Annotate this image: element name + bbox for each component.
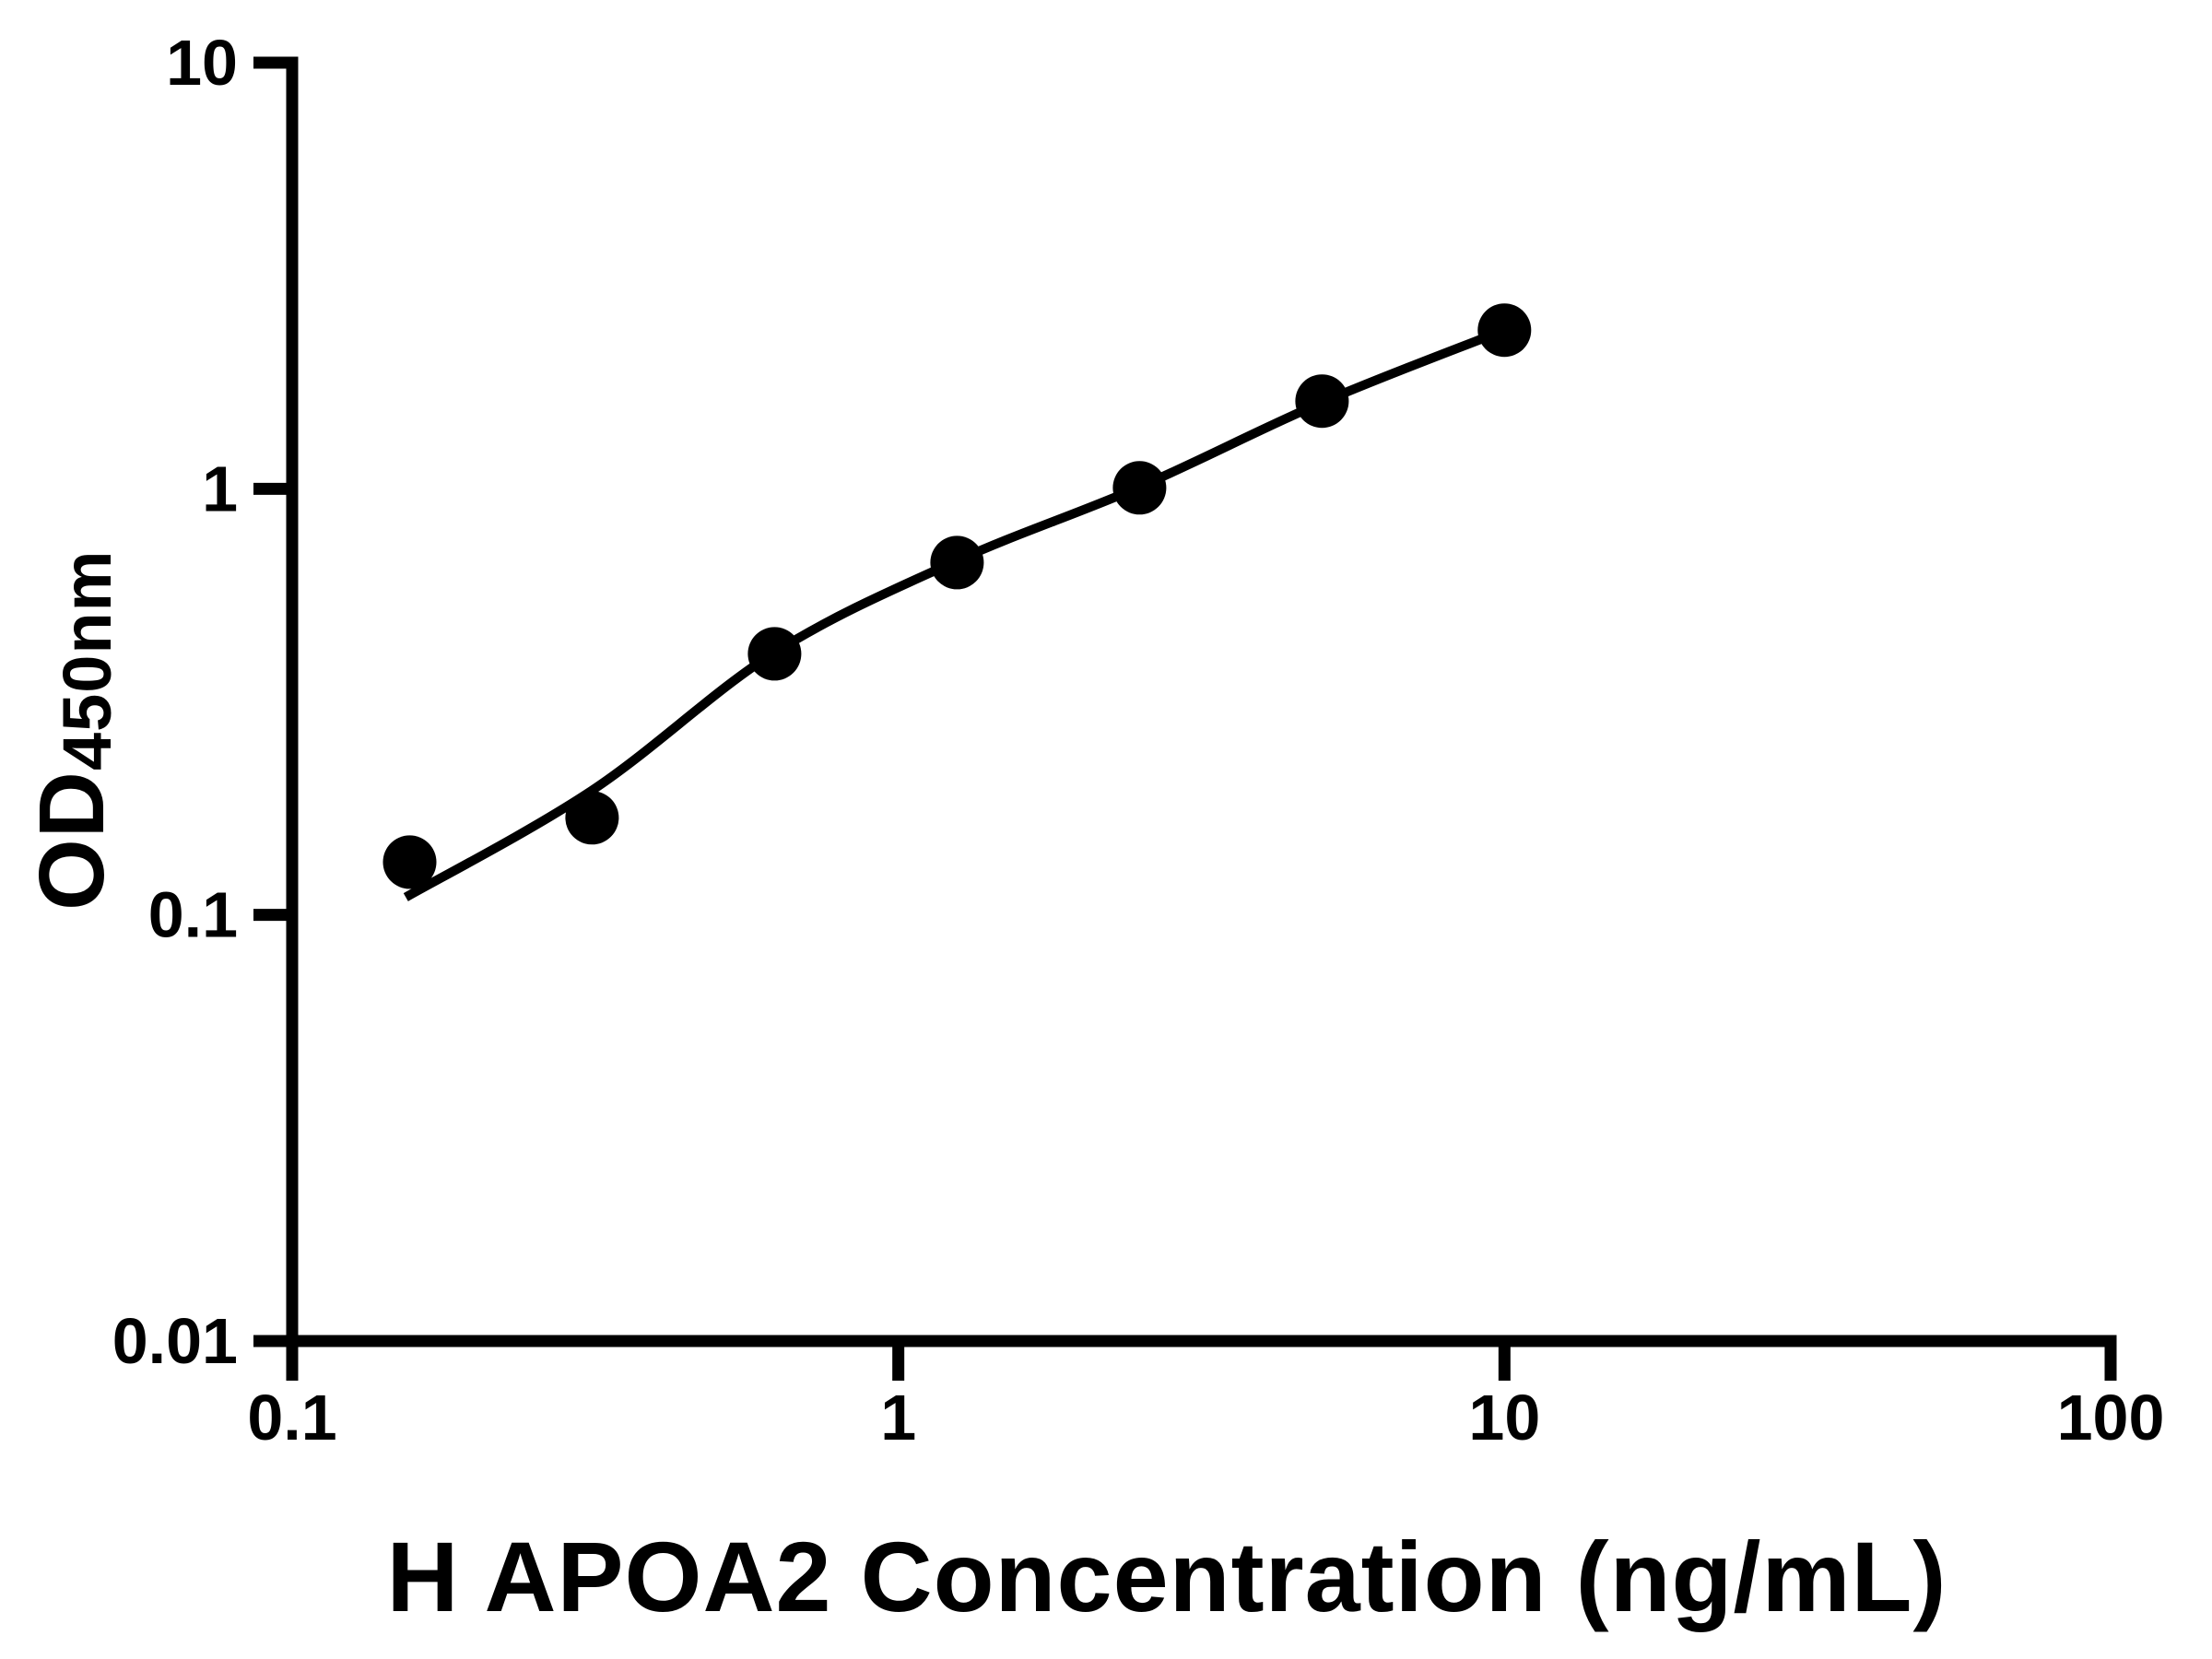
- y-axis-title: OD450nm: [20, 550, 125, 911]
- data-point: [1295, 374, 1349, 429]
- y-tick-label-0.01: 0.01: [112, 1305, 238, 1377]
- data-point: [565, 791, 619, 845]
- tick-marks: [253, 482, 1511, 1381]
- y-tick-label-10: 10: [166, 27, 238, 99]
- y-tick-label-0.1: 0.1: [148, 879, 238, 951]
- x-tick-label-1: 1: [880, 1382, 916, 1453]
- data-point: [1112, 461, 1167, 515]
- axis-spines: [253, 56, 2117, 1381]
- data-point: [747, 627, 802, 681]
- y-axis-title-subscript: 450nm: [49, 550, 125, 771]
- data-point: [930, 535, 984, 590]
- y-axis-title-main: OD: [20, 771, 124, 911]
- data-point: [382, 835, 437, 889]
- data-points: [382, 303, 1532, 889]
- y-tick-label-1: 1: [202, 453, 238, 524]
- x-tick-label-100: 100: [2057, 1382, 2165, 1453]
- x-axis-title: H APOA2 Concentration (ng/mL): [387, 1521, 1947, 1632]
- x-tick-label-10: 10: [1468, 1382, 1540, 1453]
- x-tick-label-0.1: 0.1: [247, 1382, 336, 1453]
- data-point: [1477, 303, 1532, 358]
